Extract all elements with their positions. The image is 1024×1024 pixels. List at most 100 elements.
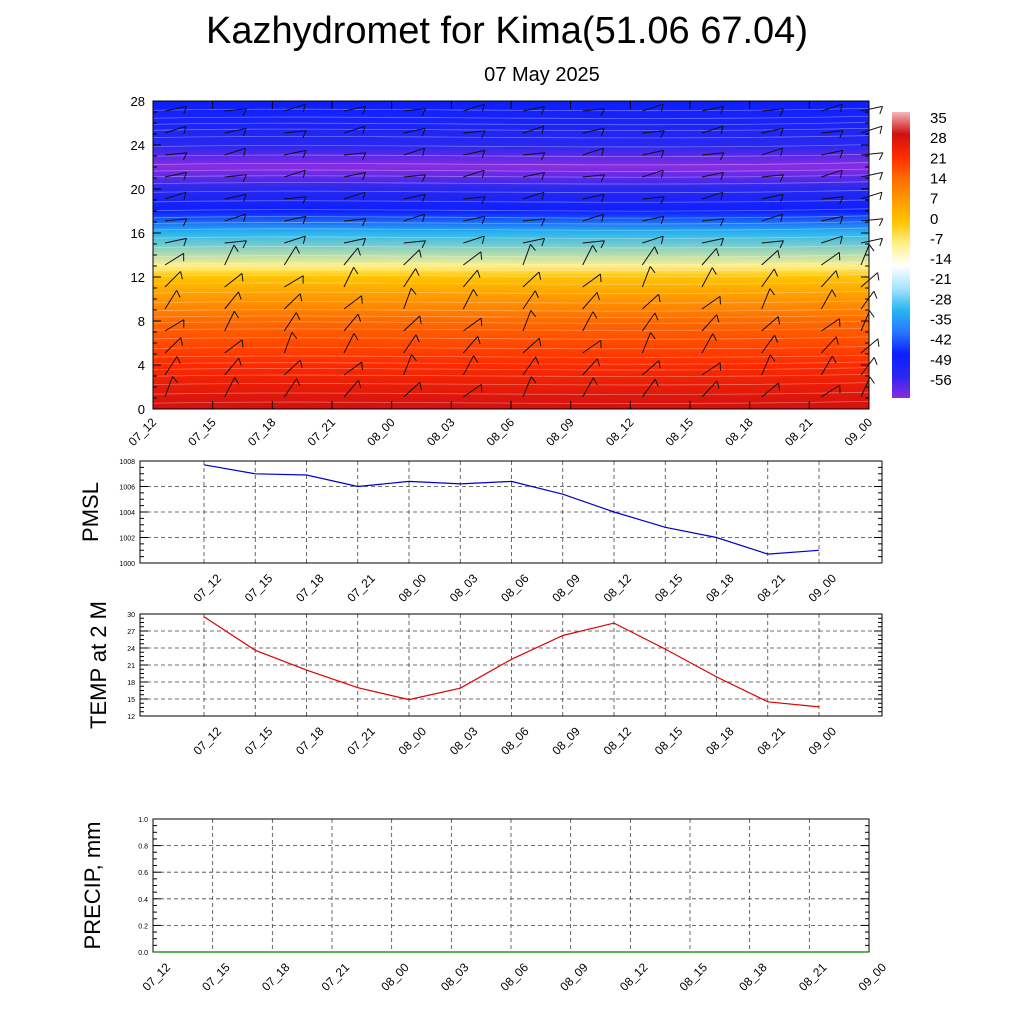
wind-barb-staff: [701, 380, 718, 398]
wind-barb: [582, 240, 605, 249]
wind-barb-staff: [164, 271, 181, 288]
wind-barb-staff: [403, 127, 426, 134]
wind-barb: [403, 249, 422, 266]
wind-barb-staff: [701, 333, 714, 354]
cross-section-panel: 0 4 8 12 16 20 24 28 07_12 07_15 07_18 07_21 08_00 08…: [126, 94, 884, 449]
wind-barb-staff: [164, 356, 178, 376]
wind-barb-staff: [701, 295, 721, 310]
wind-barb-staff: [820, 336, 837, 354]
wind-barb-flag: [660, 236, 664, 245]
wind-barb: [701, 105, 724, 115]
isotherm-line: [152, 227, 870, 231]
wind-barb-flag: [541, 172, 545, 181]
wind-barb-flag: [780, 194, 784, 203]
wind-barb: [582, 273, 602, 288]
wind-barb-staff: [821, 169, 843, 178]
y-tick-label: 1006: [119, 485, 135, 492]
x-tick-label: 08_18: [736, 960, 770, 994]
wind-barb: [403, 213, 426, 223]
wind-barb: [403, 381, 422, 398]
wind-barb-flag: [357, 313, 362, 322]
panel-frame: [139, 613, 883, 717]
wind-barb-flag: [538, 271, 542, 280]
wind-barb: [463, 235, 485, 245]
wind-barb: [224, 193, 247, 203]
wind-barb: [821, 149, 844, 159]
wind-barb-flag: [419, 315, 422, 324]
wind-barb: [522, 310, 537, 332]
wind-barb-flag: [481, 236, 485, 245]
wind-barb-staff: [522, 105, 545, 112]
wind-barb-staff: [522, 218, 545, 222]
wind-barb-staff: [701, 152, 724, 156]
wind-barb-flag: [660, 216, 665, 225]
wind-barb: [164, 105, 187, 115]
wind-barb-flag: [243, 128, 247, 137]
wind-barb-flag: [238, 357, 242, 366]
wind-barb: [860, 152, 884, 161]
wind-barb: [283, 332, 298, 354]
isotherm-line: [152, 346, 870, 350]
isotherm-line: [152, 373, 870, 377]
wind-barb-flag: [362, 172, 366, 181]
wind-barb-flag: [649, 266, 656, 274]
x-tick-label: 08_15: [663, 415, 697, 449]
wind-barb: [582, 213, 605, 223]
x-tick-label: 08_12: [603, 415, 637, 449]
wind-barb-flag: [233, 310, 239, 319]
wind-barb-staff: [860, 152, 883, 156]
wind-barb-flag: [481, 150, 486, 159]
wind-barb-flag: [839, 130, 844, 139]
wind-barb-flag: [302, 236, 306, 245]
x-tick-label: 07_18: [293, 724, 327, 758]
wind-barb: [462, 336, 481, 354]
wind-barb-staff: [761, 127, 784, 134]
wind-barb-staff: [641, 246, 656, 266]
wind-barb-flag: [879, 172, 883, 181]
wind-barb: [224, 310, 239, 332]
wind-barb: [582, 174, 605, 183]
wind-barb: [224, 273, 244, 288]
x-tick-label: 09_00: [806, 571, 840, 605]
isotherm-line: [152, 391, 870, 395]
wind-barb-staff: [284, 130, 307, 134]
pmsl-panel: 1000 1002 1004 1006 1008 07_12 07_15 07_18 07_21…: [78, 459, 883, 605]
wind-barb-flag: [361, 218, 367, 227]
wind-barb-flag: [302, 170, 306, 179]
wind-barb-flag: [777, 316, 781, 325]
wind-barb: [761, 334, 779, 354]
wind-barb-flag: [779, 174, 784, 183]
wind-barb-staff: [820, 270, 837, 288]
wind-barb-flag: [873, 357, 878, 366]
wind-barb-flag: [720, 238, 724, 247]
wind-barb-flag: [481, 170, 485, 179]
wind-barb: [224, 377, 240, 398]
wind-barb-staff: [761, 382, 779, 398]
colorbar-label: 7: [930, 191, 938, 208]
x-tick-label: 08_21: [782, 415, 816, 449]
wind-barb-staff: [821, 130, 844, 134]
wind-barb-staff: [522, 310, 532, 332]
series-line: [203, 616, 820, 708]
wind-barb: [522, 337, 542, 354]
wind-barb-staff: [343, 105, 366, 112]
wind-barb: [701, 380, 720, 398]
wind-barb: [701, 152, 725, 161]
y-tick-label: 12: [127, 714, 135, 721]
wind-barb: [701, 125, 724, 135]
wind-barb-flag: [421, 174, 426, 183]
wind-barb-staff: [522, 171, 545, 178]
x-tick-label: 08_15: [652, 571, 686, 605]
wind-barb: [582, 147, 605, 157]
wind-barb: [582, 245, 598, 266]
wind-barb-staff: [582, 213, 604, 222]
wind-barb-flag: [361, 295, 363, 304]
wind-barb-flag: [600, 174, 605, 183]
x-tick-label: 07_15: [242, 571, 276, 605]
wind-barb: [283, 246, 300, 266]
wind-barb-flag: [720, 192, 724, 201]
wind-barb: [164, 319, 185, 332]
wind-barb-flag: [182, 152, 188, 161]
wind-barb-staff: [224, 193, 247, 200]
wind-barb-staff: [522, 356, 537, 376]
